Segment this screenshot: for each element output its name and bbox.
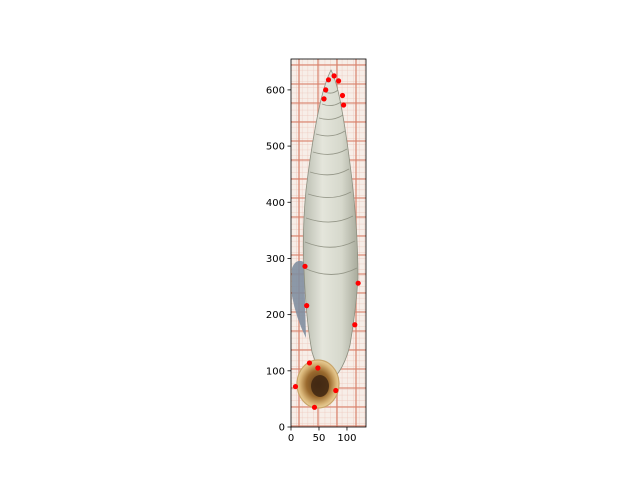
scatter-point xyxy=(321,96,327,102)
scatter-point xyxy=(304,303,310,309)
snail-shell-image xyxy=(292,69,359,409)
y-tick-label: 500 xyxy=(266,142,285,153)
data-points xyxy=(292,73,361,410)
scatter-point xyxy=(355,280,361,286)
scatter-point xyxy=(331,73,337,79)
scatter-point xyxy=(325,77,332,83)
x-tick-label: 50 xyxy=(313,433,326,444)
scatter-point xyxy=(302,263,308,269)
scatter-point xyxy=(292,383,299,390)
scatter-point xyxy=(306,360,313,366)
y-axis: 0 100 200 300 400 500 600 xyxy=(266,85,291,434)
y-tick-label: 100 xyxy=(266,366,285,377)
scatter-point xyxy=(315,365,321,371)
scatter-point xyxy=(333,387,339,394)
y-tick-label: 600 xyxy=(266,85,285,96)
y-tick-label: 400 xyxy=(266,198,285,209)
scatter-point xyxy=(311,404,318,410)
y-tick-label: 300 xyxy=(266,254,285,265)
y-tick-label: 0 xyxy=(279,423,285,434)
scatter-point xyxy=(323,87,329,93)
scatter-point xyxy=(335,78,342,84)
x-tick-label: 100 xyxy=(337,433,356,444)
y-tick-label: 200 xyxy=(266,310,285,321)
scatter-point xyxy=(352,322,358,328)
scatter-point xyxy=(341,102,347,108)
x-axis: 0 50 100 xyxy=(288,427,357,444)
axes-frame xyxy=(290,58,367,428)
x-tick-label: 0 xyxy=(288,433,294,444)
plot-area xyxy=(291,59,366,427)
scatter-point xyxy=(339,92,346,99)
